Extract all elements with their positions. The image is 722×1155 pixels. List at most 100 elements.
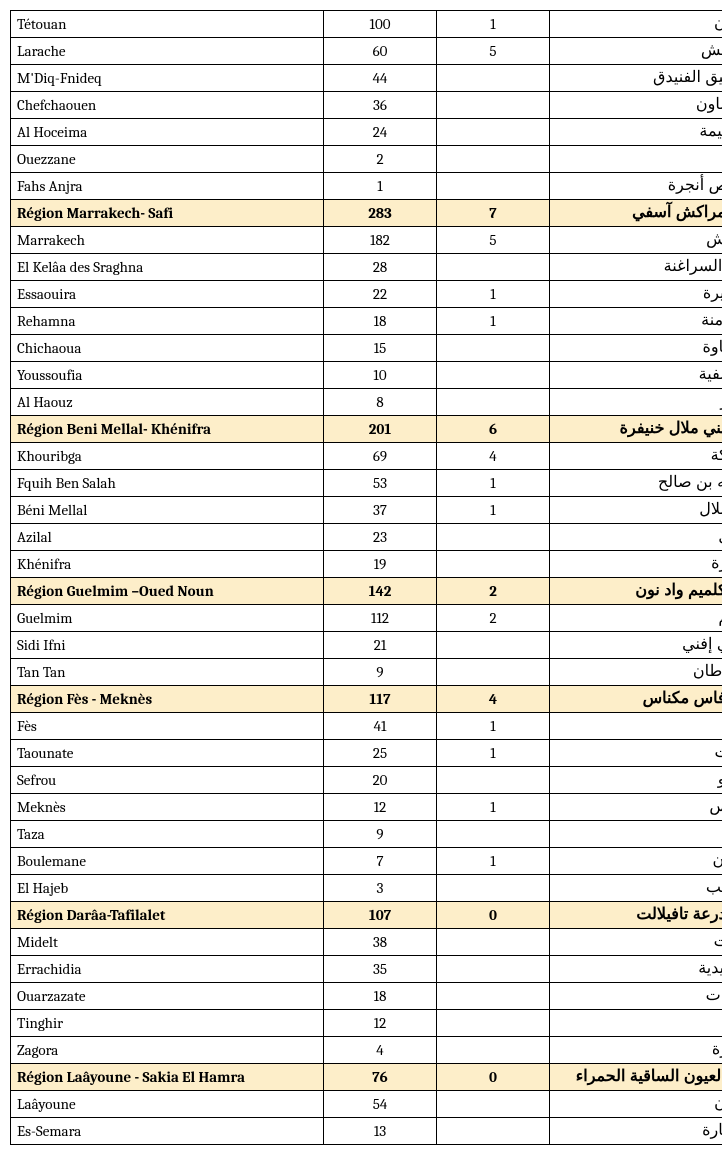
name-ar: وزان [550,146,722,173]
value-1: 53 [324,470,437,497]
value-2 [437,983,550,1010]
value-2: 7 [437,200,550,227]
city-row: Al Hoceima24 الحسيمة [11,119,722,146]
name-fr: Al Hoceima [11,119,324,146]
name-ar: المضيق الفنيدق [550,65,722,92]
city-row: Laâyoune54العيون [11,1091,722,1118]
name-fr: Midelt [11,929,324,956]
value-2 [437,362,550,389]
name-ar: تاونات [550,740,722,767]
value-1: 10 [324,362,437,389]
value-2 [437,92,550,119]
value-2 [437,551,550,578]
value-1: 24 [324,119,437,146]
name-fr: Es-Semara [11,1118,324,1145]
value-1: 25 [324,740,437,767]
city-row: Fquih Ben Salah531الفقيه بن صالح [11,470,722,497]
region-row: Région Guelmim –Oued Noun1422جهة كلميم و… [11,578,722,605]
value-1: 12 [324,1010,437,1037]
value-1: 107 [324,902,437,929]
city-row: Al Haouz8الحوز [11,389,722,416]
region-row: Région Laâyoune - Sakia El Hamra760جهة ا… [11,1064,722,1091]
value-1: 4 [324,1037,437,1064]
city-row: Errachidia35الرشيدية [11,956,722,983]
value-2: 5 [437,227,550,254]
name-fr: Ouarzazate [11,983,324,1010]
value-2 [437,173,550,200]
name-ar: مكناس [550,794,722,821]
name-ar: جهة مراكش آسفي [550,200,722,227]
value-2 [437,1010,550,1037]
name-ar: الرحامنة [550,308,722,335]
name-ar: ميدلت [550,929,722,956]
city-row: El Kelâa des Sraghna28قلعة السراغنة [11,254,722,281]
value-1: 117 [324,686,437,713]
value-1: 37 [324,497,437,524]
name-ar: الحسيمة [550,119,722,146]
value-2: 6 [437,416,550,443]
value-1: 18 [324,983,437,1010]
value-1: 8 [324,389,437,416]
value-2 [437,65,550,92]
value-1: 35 [324,956,437,983]
city-row: Larache605العرائش [11,38,722,65]
value-2 [437,335,550,362]
value-2: 0 [437,1064,550,1091]
city-row: Fahs Anjra1الفحص أنجرة [11,173,722,200]
name-fr: Taza [11,821,324,848]
value-1: 283 [324,200,437,227]
name-fr: M'Diq-Fnideq [11,65,324,92]
value-2: 2 [437,605,550,632]
name-fr: Chichaoua [11,335,324,362]
name-ar: جهة درعة تافيلالت [550,902,722,929]
region-row: Région Darâa-Tafilalet1070جهة درعة تافيل… [11,902,722,929]
name-fr: Tétouan [11,11,324,38]
value-1: 112 [324,605,437,632]
value-1: 182 [324,227,437,254]
city-row: Taza9تازة [11,821,722,848]
regions-table: Tétouan1001تطوانLarache605العرائشM'Diq-F… [10,10,722,1145]
value-1: 36 [324,92,437,119]
name-ar: اليوسفية [550,362,722,389]
name-fr: Fahs Anjra [11,173,324,200]
city-row: Béni Mellal371بني ملال [11,497,722,524]
value-1: 28 [324,254,437,281]
name-ar: الحاجب [550,875,722,902]
city-row: El Hajeb3الحاجب [11,875,722,902]
name-ar: كلميم [550,605,722,632]
value-2: 1 [437,848,550,875]
name-ar: ورززات [550,983,722,1010]
name-ar: تازة [550,821,722,848]
value-2 [437,875,550,902]
value-1: 3 [324,875,437,902]
name-fr: Région Guelmim –Oued Noun [11,578,324,605]
name-fr: Youssoufia [11,362,324,389]
name-ar: شفشاون [550,92,722,119]
value-2: 1 [437,740,550,767]
value-2: 1 [437,11,550,38]
name-ar: قلعة السراغنة [550,254,722,281]
name-fr: Guelmim [11,605,324,632]
name-ar: بولمان [550,848,722,875]
city-row: Ouezzane2وزان [11,146,722,173]
name-ar: صفرو [550,767,722,794]
value-1: 13 [324,1118,437,1145]
name-ar: جهة كلميم واد نون [550,578,722,605]
value-2 [437,119,550,146]
value-1: 2 [324,146,437,173]
name-fr: Région Fès - Meknès [11,686,324,713]
value-2: 1 [437,713,550,740]
city-row: Ouarzazate18 ورززات [11,983,722,1010]
value-2 [437,956,550,983]
city-row: Chichaoua15شيشاوة [11,335,722,362]
city-row: Boulemane71بولمان [11,848,722,875]
value-2 [437,146,550,173]
value-2: 5 [437,38,550,65]
name-fr: Khouribga [11,443,324,470]
name-fr: Essaouira [11,281,324,308]
name-ar: السمارة [550,1118,722,1145]
city-row: Tan Tan9طان طان [11,659,722,686]
city-row: Khouribga694خريبكة [11,443,722,470]
name-ar: جهة بني ملال خنيفرة [550,416,722,443]
city-row: Fès411فاس [11,713,722,740]
